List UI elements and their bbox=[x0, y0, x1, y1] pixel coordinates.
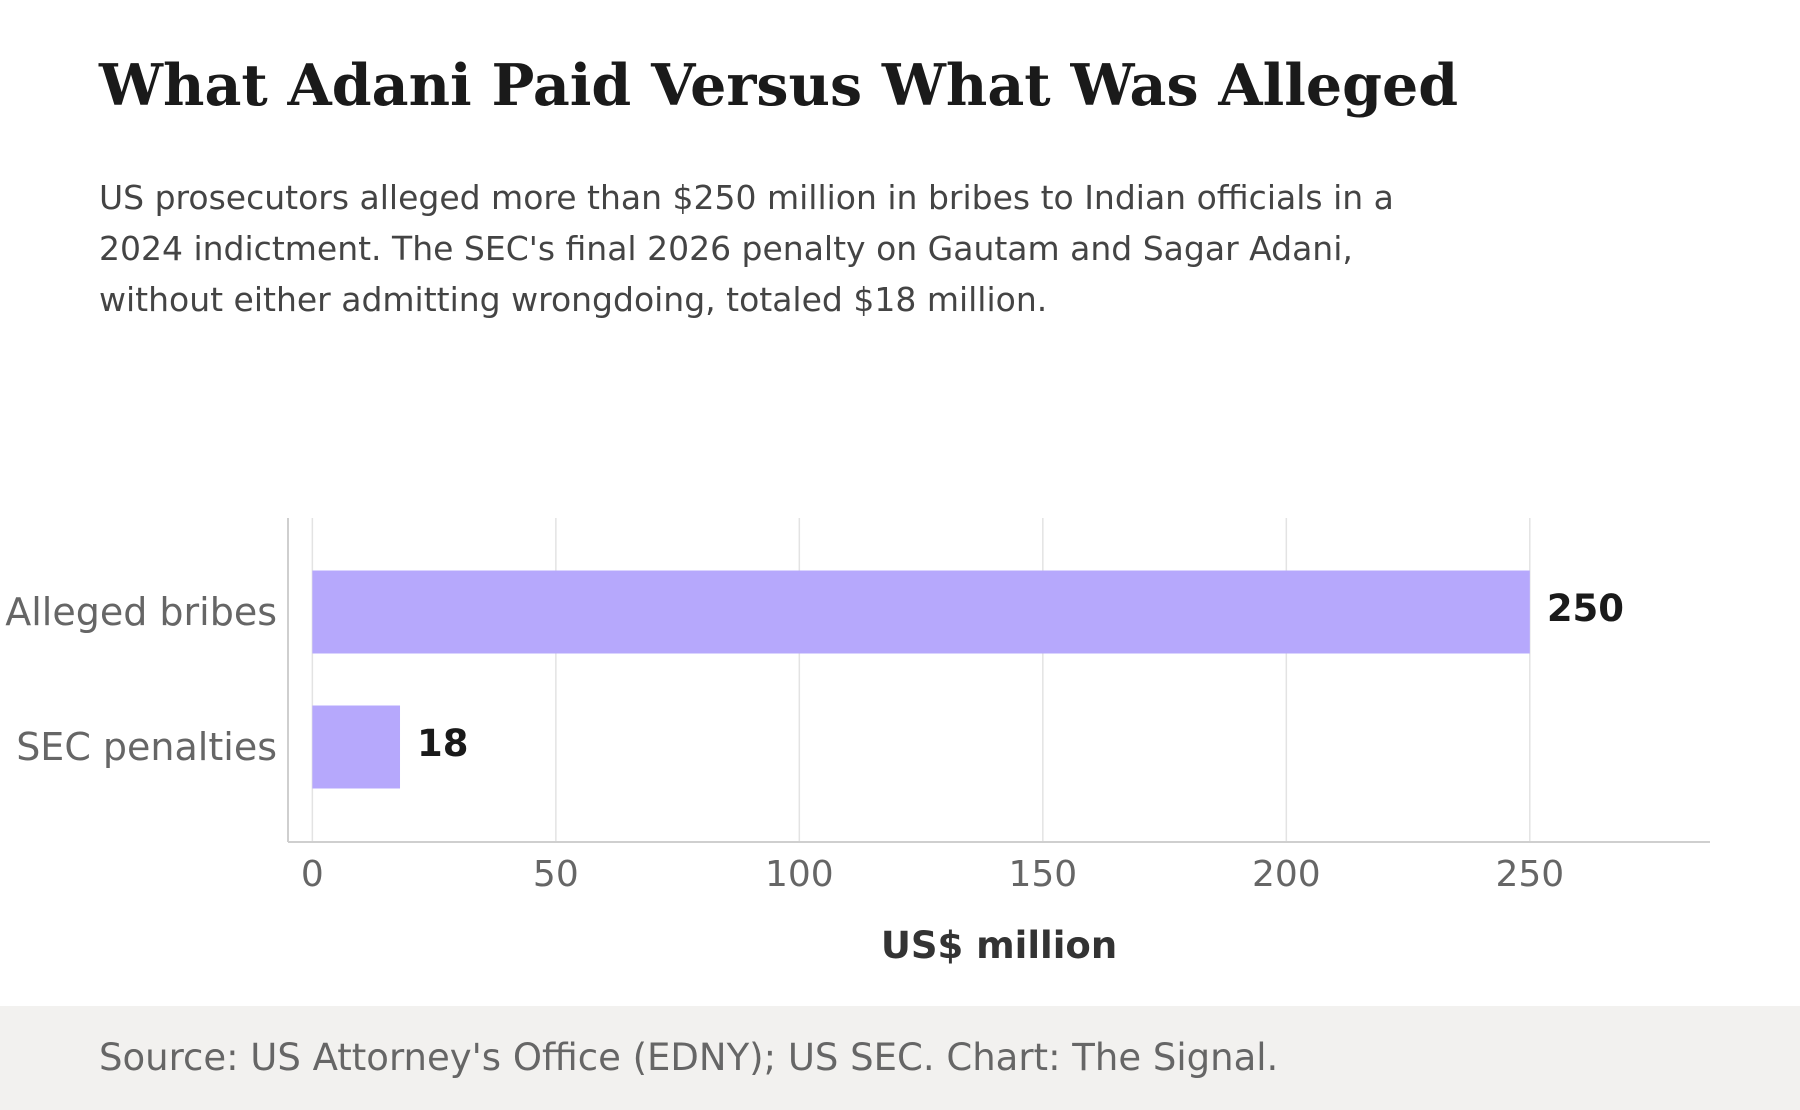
x-tick-label-100: 100 bbox=[765, 854, 834, 895]
bar-alleged-bribes bbox=[312, 570, 1530, 654]
bar-chart: 0 50 100 150 200 250 Alleged bribes 250 SEC pena… bbox=[5, 518, 1710, 967]
category-label-alleged-bribes: Alleged bribes bbox=[5, 590, 277, 634]
category-label-sec-penalties: SEC penalties bbox=[16, 725, 277, 769]
x-axis-title: US$ million bbox=[881, 924, 1117, 967]
gridlines bbox=[311, 518, 1531, 842]
chart-title: What Adani Paid Versus What Was Alleged bbox=[99, 52, 1459, 119]
x-tick-label-250: 250 bbox=[1495, 854, 1564, 895]
x-tick-label-200: 200 bbox=[1252, 854, 1321, 895]
x-tick-label-150: 150 bbox=[1008, 854, 1077, 895]
footer: Source: US Attorney's Office (EDNY); US … bbox=[0, 1006, 1800, 1110]
value-label-alleged-bribes: 250 bbox=[1547, 587, 1624, 630]
value-label-sec-penalties: 18 bbox=[417, 722, 469, 765]
bar-sec-penalties bbox=[312, 705, 401, 789]
bars bbox=[312, 570, 1530, 789]
chart-subtitle: US prosecutors alleged more than $250 mi… bbox=[99, 178, 1394, 319]
axes bbox=[287, 518, 1710, 843]
x-tick-label-50: 50 bbox=[533, 854, 579, 895]
labels: 0 50 100 150 200 250 Alleged bribes 250 SEC pena… bbox=[5, 587, 1624, 895]
source-note: Source: US Attorney's Office (EDNY); US … bbox=[99, 1036, 1279, 1079]
x-tick-label-0: 0 bbox=[301, 854, 324, 895]
